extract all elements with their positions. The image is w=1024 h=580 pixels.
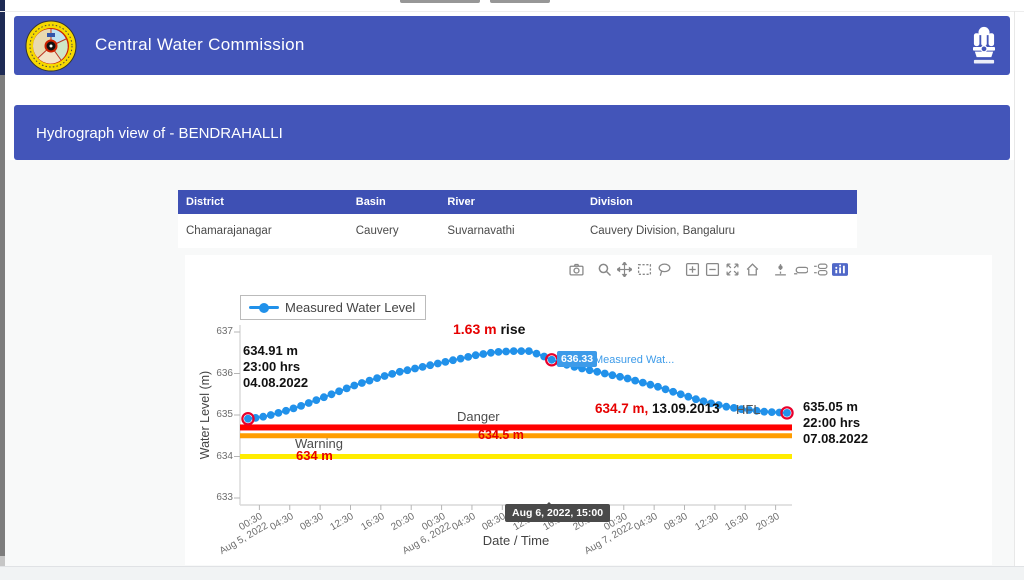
browser-tab-stub[interactable]: [400, 0, 480, 3]
table-header-row: District Basin River Division: [178, 190, 857, 214]
main-content: District Basin River Division Chamarajanaga…: [5, 160, 1014, 566]
background-window-edge-top: [0, 0, 5, 75]
station-info-table: District Basin River Division Chamarajanaga…: [178, 190, 857, 248]
zoom-in-icon[interactable]: [684, 261, 700, 277]
table-cell: Cauvery Division, Bangaluru: [581, 214, 857, 248]
low-level-value: 634 m: [296, 448, 333, 463]
hover-value-tooltip: 636.33: [555, 351, 598, 367]
hover-series-tooltip: Measured Wat...: [594, 354, 675, 366]
station-info-card: District Basin River Division Chamarajanaga…: [178, 190, 857, 248]
plotly-logo-icon[interactable]: [832, 261, 848, 277]
plotly-modebar: [564, 261, 848, 277]
y-tick-label: 635: [216, 409, 233, 420]
table-column-header: District: [178, 190, 348, 214]
zoom-out-icon[interactable]: [704, 261, 720, 277]
reset-axes-home-icon[interactable]: [744, 261, 760, 277]
table-row: Chamarajanagar Cauvery Suvarnavathi Cauvery…: [178, 214, 857, 248]
autoscale-icon[interactable]: [724, 261, 740, 277]
app-header: Central Water Commission: [14, 16, 1010, 75]
hover-closest-icon[interactable]: [792, 261, 808, 277]
y-tick-label: 636: [216, 367, 233, 379]
lasso-select-icon[interactable]: [656, 261, 672, 277]
rise-annotation: 1.63 m rise: [453, 321, 526, 337]
y-tick-label: 633: [216, 492, 233, 503]
hfl-tag: HFL: [736, 402, 761, 417]
end-level-annotation: 635.05 m 22:00 hrs 07.08.2022: [803, 399, 869, 446]
hfl-annotation: 634.7 m, 13.09.2013: [595, 401, 720, 416]
cwc-logo-icon: [25, 20, 77, 72]
table-cell: Cauvery: [347, 214, 440, 248]
browser-tab-stub[interactable]: [490, 0, 550, 3]
zoom-icon[interactable]: [596, 261, 612, 277]
india-state-emblem-icon: [973, 26, 995, 64]
y-tick-label: 634: [216, 450, 233, 462]
start-level-annotation: 634.91 m 23:00 hrs 04.08.2022: [243, 343, 309, 390]
x-axis-title: Date / Time: [482, 533, 550, 548]
legend-line-marker-icon: [249, 302, 279, 313]
page-title: Central Water Commission: [95, 35, 305, 54]
y-tick-label: 637: [216, 326, 233, 337]
hydrograph-title-bar: Hydrograph view of - BENDRAHALLI: [14, 105, 1010, 160]
hydrograph-title: Hydrograph view of - BENDRAHALLI: [36, 125, 283, 142]
table-column-header: River: [439, 190, 582, 214]
table-cell: Suvarnavathi: [439, 214, 582, 248]
pan-icon[interactable]: [616, 261, 632, 277]
table-column-header: Basin: [347, 190, 440, 214]
box-select-icon[interactable]: [636, 261, 652, 277]
x-axis-hover-tooltip: Aug 6, 2022, 15:00: [505, 502, 611, 522]
divider: [1014, 11, 1015, 566]
warning-level-value: 634.5 m: [478, 428, 524, 442]
divider: [0, 11, 1024, 12]
hover-compare-icon[interactable]: [812, 261, 828, 277]
camera-icon[interactable]: [568, 261, 584, 277]
table-column-header: Division: [581, 190, 857, 214]
legend[interactable]: Measured Water Level: [240, 295, 427, 320]
legend-label: Measured Water Level: [285, 300, 416, 315]
toggle-spikelines-icon[interactable]: [772, 261, 788, 277]
hydrograph-chart: Measured Water Level Water Level (m) Dat…: [185, 255, 992, 565]
warning-line-label: Warning: [295, 436, 343, 451]
danger-line-label: Danger: [457, 409, 500, 424]
table-cell: Chamarajanagar: [178, 214, 348, 248]
page-footer-strip: [0, 566, 1024, 580]
